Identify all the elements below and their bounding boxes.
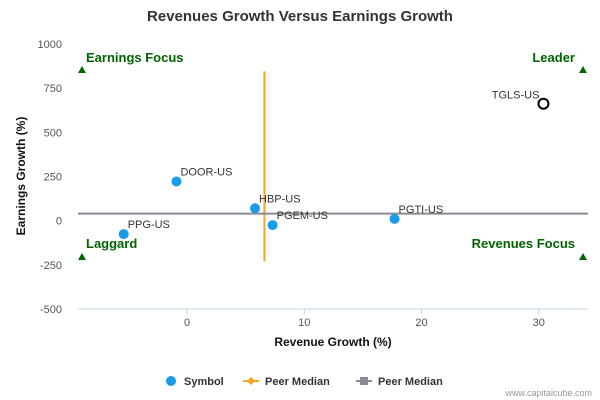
point-label-highlight: TGLS-US: [492, 90, 540, 102]
quadrant-label-bottom-left: Laggard: [86, 236, 137, 251]
y-axis-title: Earnings Growth (%): [14, 117, 28, 236]
legend-item-peer-median-horizontal[interactable]: Peer Median: [356, 376, 443, 388]
quadrant-label-top-left: Earnings Focus: [86, 50, 184, 65]
quadrant-marker-bottom-right: [579, 253, 587, 260]
quadrant-labels: Earnings Focus Leader Laggard Revenues Focu…: [78, 50, 587, 260]
x-axis-ticks: 0 10 20 30: [184, 309, 545, 329]
legend-peer-median-diamond: [247, 377, 255, 385]
legend-symbol-marker: [166, 376, 176, 386]
point-label: PGEM-US: [277, 210, 328, 222]
point-door-us: [171, 176, 182, 187]
quadrant-marker-top-left: [78, 66, 86, 73]
quadrant-marker-top-right: [579, 66, 587, 73]
point-label: DOOR-US: [180, 166, 232, 178]
y-tick-label: 250: [44, 172, 62, 184]
quadrant-marker-bottom-left: [78, 253, 86, 260]
x-tick-label: 10: [298, 317, 310, 329]
y-tick-label: 750: [44, 83, 62, 95]
legend: Symbol Peer Median Peer Median: [166, 376, 443, 388]
x-axis-title: Revenue Growth (%): [274, 335, 391, 349]
point-ppg-us: [118, 229, 129, 240]
point-label: HBP-US: [259, 193, 301, 205]
point-label: PPG-US: [128, 219, 170, 231]
y-tick-label: -500: [40, 304, 62, 316]
y-tick-label: 0: [56, 216, 62, 228]
x-tick-label: 20: [415, 317, 427, 329]
credit-text: www.capitalcube.com: [504, 388, 592, 398]
legend-peer-median-label-2: Peer Median: [378, 376, 443, 388]
x-tick-label: 30: [533, 317, 545, 329]
y-tick-label: 500: [44, 127, 62, 139]
chart-title: Revenues Growth Versus Earnings Growth: [147, 8, 453, 25]
y-tick-label: 1000: [38, 39, 62, 51]
y-axis-ticks: -500 -250 0 250 500 750 1000: [38, 39, 62, 316]
legend-item-symbol[interactable]: Symbol: [166, 376, 224, 388]
data-points: DOOR-US HBP-US PGEM-US PGTI-US PPG-US TGLS-US: [118, 90, 550, 240]
point-pgem-us: [267, 220, 278, 231]
quadrant-label-bottom-right: Revenues Focus: [472, 236, 575, 251]
legend-peer-median-label: Peer Median: [265, 376, 330, 388]
legend-item-peer-median-vertical[interactable]: Peer Median: [243, 376, 330, 388]
point-pgti-us: [389, 213, 400, 224]
point-tgls-us-highlight: [537, 97, 550, 110]
legend-peer-median-square: [360, 377, 368, 385]
quadrant-label-top-right: Leader: [532, 50, 575, 65]
point-label: PGTI-US: [399, 204, 444, 216]
legend-symbol-label: Symbol: [184, 376, 224, 388]
y-tick-label: -250: [40, 260, 62, 272]
x-tick-label: 0: [184, 317, 190, 329]
point-hbp-us: [250, 203, 261, 214]
peer-median-lines: [78, 71, 588, 262]
